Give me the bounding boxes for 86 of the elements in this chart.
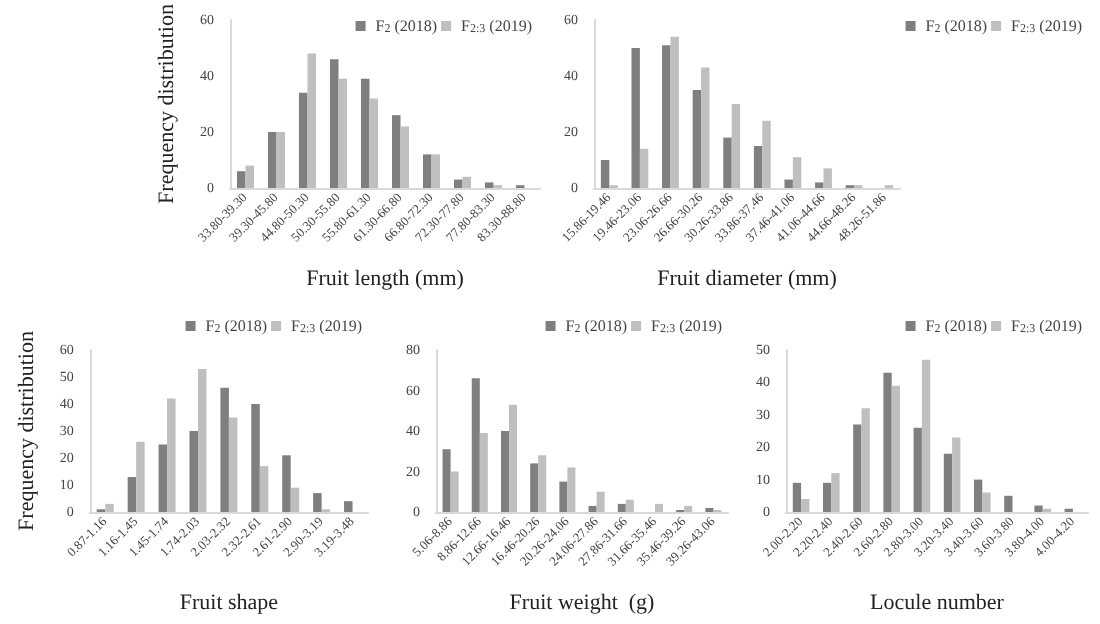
bar [784, 179, 793, 188]
bar [298, 92, 308, 188]
bar [197, 368, 207, 512]
bar [344, 501, 353, 512]
bar [753, 146, 763, 188]
bar [921, 359, 931, 512]
x-axis-title: Fruit diameter (mm) [657, 267, 838, 291]
bar [282, 455, 291, 512]
bar [815, 182, 824, 188]
bar [639, 148, 649, 188]
bar [158, 444, 168, 512]
bar [509, 404, 518, 512]
bar [259, 466, 269, 512]
bar [692, 90, 702, 188]
bar [431, 154, 441, 188]
y-axis-title: Frequency distribution [15, 330, 39, 531]
bar [792, 482, 802, 512]
bar [655, 503, 664, 512]
bar [600, 160, 610, 188]
bar [684, 505, 693, 512]
bar [792, 157, 802, 188]
bar [801, 499, 810, 512]
bar [400, 126, 410, 188]
bar [670, 36, 679, 188]
bar [453, 179, 463, 188]
bar [731, 104, 741, 188]
bar [662, 45, 671, 188]
bar [450, 471, 459, 512]
bar [251, 404, 260, 512]
bar [307, 53, 317, 188]
bar [617, 503, 626, 512]
bar [136, 441, 145, 512]
x-axis-title: Locule number [870, 591, 1005, 615]
bar [982, 492, 991, 512]
bar [891, 385, 901, 512]
bar [228, 417, 238, 512]
y-axis-title: Frequency distribution [155, 3, 180, 204]
bar [952, 437, 961, 512]
bar [596, 491, 605, 512]
bar [974, 479, 983, 512]
bar [338, 78, 348, 188]
bar [861, 408, 870, 512]
bar [1034, 505, 1043, 512]
bar [625, 499, 634, 512]
bar [471, 378, 480, 512]
bar [1004, 495, 1013, 512]
bar [329, 59, 339, 188]
bar [276, 132, 286, 188]
bar [479, 433, 488, 512]
bar [422, 154, 432, 188]
bar [189, 431, 198, 512]
bar [290, 487, 300, 512]
bar [105, 503, 114, 512]
bar [462, 176, 472, 188]
bar [484, 182, 494, 188]
x-axis-title: Fruit length (mm) [306, 267, 465, 291]
bar [559, 481, 568, 512]
bar [167, 398, 176, 512]
bar [360, 78, 370, 188]
bar [823, 168, 832, 188]
bar [313, 493, 322, 512]
bar [236, 171, 246, 188]
bar [391, 115, 401, 188]
x-axis-title: Fruit shape [179, 591, 279, 615]
bar [538, 455, 547, 512]
bar [943, 453, 953, 512]
bar [442, 449, 451, 512]
bar [567, 467, 576, 512]
bar [588, 505, 597, 512]
bar [500, 431, 509, 512]
bar [883, 372, 892, 512]
x-axis-title: Fruit weight (g) [509, 591, 656, 615]
bar [723, 137, 732, 188]
bar [267, 132, 277, 188]
bar [127, 476, 137, 512]
bar [823, 482, 832, 512]
bar [369, 98, 379, 188]
bar [762, 120, 771, 188]
bar [913, 427, 922, 512]
bar [245, 165, 255, 188]
bar [831, 473, 840, 512]
bar [853, 424, 862, 512]
bar [220, 387, 229, 512]
bar [701, 67, 710, 188]
bar [530, 463, 539, 512]
bar [631, 48, 640, 188]
